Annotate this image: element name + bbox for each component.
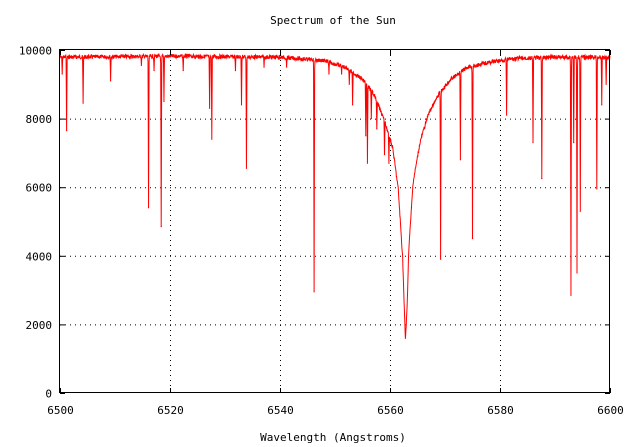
- absorption-line-point: [383, 154, 386, 156]
- absorption-line-point: [388, 162, 390, 164]
- absorption-line-point: [380, 111, 382, 113]
- absorption-line-point: [160, 226, 162, 228]
- x-tick-label: 6560: [377, 404, 404, 417]
- absorption-line-point: [459, 159, 461, 161]
- x-tick-label: 6520: [157, 404, 184, 417]
- absorption-line-point: [410, 207, 413, 209]
- absorption-line-point: [352, 104, 354, 106]
- grid: [60, 50, 610, 393]
- absorption-line-point: [286, 66, 288, 68]
- absorption-line-point: [163, 100, 165, 103]
- absorption-line-point: [61, 73, 63, 75]
- absorption-line-point: [341, 73, 343, 75]
- y-tick-label: 6000: [26, 182, 53, 195]
- absorption-line-point: [376, 128, 378, 130]
- absorption-line-point: [440, 258, 442, 260]
- absorption-line-point: [471, 238, 474, 240]
- absorption-line-point: [601, 104, 603, 106]
- absorption-line-point: [579, 210, 581, 212]
- absorption-line-point: [570, 294, 572, 296]
- y-tick-label: 0: [45, 388, 52, 401]
- absorption-line-point: [147, 207, 150, 209]
- absorption-line-point: [348, 83, 350, 85]
- x-tick-label: 6580: [487, 404, 514, 417]
- absorption-line-point: [596, 188, 598, 190]
- x-tick-label: 6540: [267, 404, 294, 417]
- absorption-line-point: [532, 142, 534, 144]
- chart-title: Spectrum of the Sun: [270, 14, 396, 27]
- absorption-line-point: [245, 167, 248, 169]
- y-tick-label: 10000: [19, 45, 52, 58]
- series-layer: [59, 52, 611, 339]
- absorption-line-point: [366, 162, 369, 164]
- absorption-line-point: [66, 130, 68, 132]
- x-tick-label: 6600: [597, 404, 624, 417]
- absorption-line-point: [576, 272, 578, 274]
- absorption-line-point: [153, 69, 155, 72]
- absorption-line-point: [573, 142, 575, 144]
- ticks: 6500 6520 6540 6560 6580 6600 0 2000 4000 6000 800…: [19, 45, 624, 418]
- absorption-line-point: [211, 138, 213, 140]
- y-tick-label: 2000: [26, 319, 53, 332]
- y-tick-label: 4000: [26, 250, 53, 263]
- absorption-line-point: [605, 83, 607, 85]
- absorption-line-point: [140, 64, 142, 67]
- absorption-line-point: [82, 102, 84, 104]
- plot-frame: [59, 49, 610, 393]
- absorption-line-point: [110, 80, 112, 82]
- absorption-line-point: [313, 291, 315, 293]
- absorption-line-point: [182, 69, 184, 72]
- absorption-line-point: [263, 66, 265, 68]
- x-axis-label: Wavelength (Angstroms): [260, 431, 406, 444]
- y-tick-label: 8000: [26, 113, 53, 126]
- absorption-line-point: [234, 69, 237, 72]
- absorption-line-point: [506, 114, 508, 116]
- absorption-line-point: [328, 73, 330, 75]
- absorption-line-point: [365, 135, 367, 137]
- absorption-line-point: [209, 107, 211, 109]
- x-tick-label: 6500: [47, 404, 74, 417]
- absorption-line-point: [370, 118, 372, 120]
- absorption-line-point: [541, 178, 543, 180]
- spectrum-line: [59, 52, 611, 339]
- absorption-line-point: [240, 104, 243, 106]
